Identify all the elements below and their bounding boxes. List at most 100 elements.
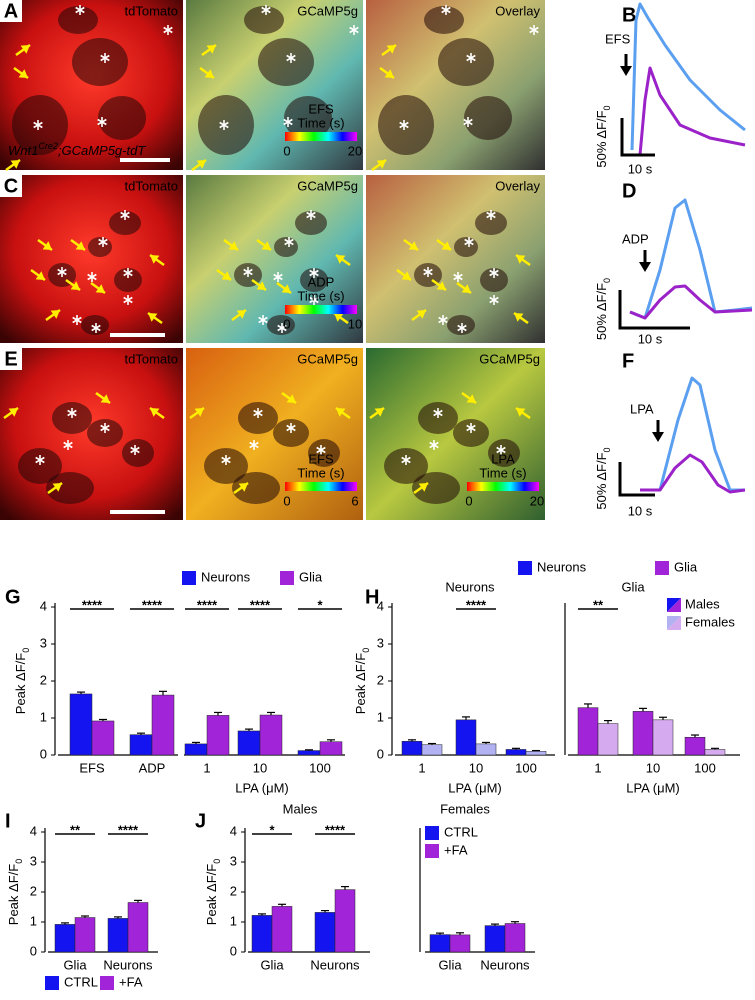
arrow-head bbox=[418, 483, 428, 492]
significance: **** bbox=[466, 597, 487, 612]
panel-letter: A bbox=[4, 0, 18, 22]
arrow-head bbox=[18, 69, 28, 78]
chart-title: Neurons bbox=[445, 579, 495, 594]
stimulus-label: EFS bbox=[308, 101, 334, 116]
bar bbox=[259, 714, 283, 756]
bar bbox=[429, 934, 451, 953]
arrow-head bbox=[52, 483, 62, 492]
x-scale-label: 10 s bbox=[628, 161, 653, 176]
trace bbox=[638, 66, 746, 156]
chart-title: Glia bbox=[621, 579, 645, 594]
stimulus-label: EFS bbox=[605, 31, 631, 46]
arrow-head bbox=[461, 284, 471, 293]
asterisk-stroke bbox=[87, 273, 97, 281]
cell-body bbox=[198, 95, 254, 155]
legend-label: +FA bbox=[444, 842, 468, 857]
colorbar-title: Time (s) bbox=[479, 465, 526, 480]
asterisk bbox=[489, 295, 499, 305]
asterisk bbox=[97, 117, 107, 127]
arrow-head bbox=[441, 241, 451, 250]
y-axis-label: Peak ΔF/F0 bbox=[6, 859, 24, 925]
arrow-head bbox=[384, 69, 394, 78]
arrow-head bbox=[408, 241, 418, 250]
cell-body bbox=[114, 268, 142, 292]
text-part: Wnt1 bbox=[8, 143, 38, 158]
asterisk-stroke bbox=[401, 456, 411, 464]
asterisk-stroke bbox=[120, 211, 130, 219]
text-part: ;GCaMP5g-tdT bbox=[58, 143, 146, 158]
y-tick-label: 1 bbox=[30, 913, 37, 928]
asterisk-stroke bbox=[464, 238, 474, 246]
asterisk bbox=[349, 25, 359, 35]
legend-swatch bbox=[667, 598, 681, 612]
y-tick-label: 2 bbox=[230, 883, 237, 898]
panel-letter: D bbox=[622, 180, 636, 202]
text-part: 50% ΔF/F bbox=[594, 110, 609, 167]
bar bbox=[475, 743, 497, 756]
arrow-head bbox=[204, 69, 214, 78]
text-part: 0 bbox=[602, 447, 612, 452]
colorbar-min: 0 bbox=[283, 143, 290, 158]
asterisk bbox=[286, 53, 296, 63]
channel-label: tdTomato bbox=[125, 351, 178, 366]
asterisk-stroke bbox=[433, 409, 443, 417]
y-tick-label: 4 bbox=[30, 823, 37, 838]
y-tick-label: 2 bbox=[377, 672, 384, 687]
text-part: 0 bbox=[14, 859, 24, 864]
cell-body bbox=[88, 237, 112, 257]
stimulus-label: ADP bbox=[622, 231, 649, 246]
arrow-head bbox=[238, 483, 248, 492]
x-tick-label: Glia bbox=[63, 957, 87, 972]
asterisk-stroke bbox=[221, 456, 231, 464]
asterisk-stroke bbox=[163, 26, 173, 34]
cell-body bbox=[438, 38, 494, 86]
asterisk bbox=[273, 272, 283, 282]
scale-bars bbox=[618, 462, 655, 497]
x-axis-label: LPA (μM) bbox=[626, 780, 679, 795]
panel-letter-box bbox=[0, 348, 22, 370]
asterisk bbox=[100, 53, 110, 63]
asterisk bbox=[401, 455, 411, 465]
micrograph bbox=[186, 175, 363, 343]
bar bbox=[684, 736, 706, 756]
cell-body bbox=[244, 6, 284, 34]
asterisk bbox=[123, 295, 133, 305]
asterisk-stroke bbox=[33, 121, 43, 129]
arrow-head bbox=[401, 271, 411, 280]
asterisk-stroke bbox=[98, 238, 108, 246]
text-part: Peak ΔF/F bbox=[353, 653, 368, 714]
cell-body bbox=[378, 95, 434, 155]
asterisk-stroke bbox=[249, 441, 259, 449]
bar bbox=[237, 730, 261, 756]
scale-bar bbox=[110, 510, 165, 514]
y-scale-label: 50% ΔF/F0 bbox=[594, 105, 612, 167]
cell-body bbox=[98, 96, 146, 140]
asterisk-stroke bbox=[309, 269, 319, 277]
cell-body bbox=[447, 315, 475, 335]
cell-body bbox=[488, 439, 520, 467]
asterisk bbox=[261, 5, 271, 15]
bar bbox=[297, 750, 321, 756]
arrow-head bbox=[286, 394, 296, 403]
asterisk bbox=[57, 267, 67, 277]
x-tick-label: 10 bbox=[646, 760, 660, 775]
bar bbox=[577, 707, 599, 756]
asterisk bbox=[466, 53, 476, 63]
arrow-head bbox=[50, 310, 60, 319]
asterisk bbox=[100, 423, 110, 433]
significance: **** bbox=[197, 597, 218, 612]
asterisk bbox=[33, 120, 43, 130]
asterisk-stroke bbox=[72, 316, 82, 324]
cell-body bbox=[384, 448, 428, 484]
arrow-head bbox=[150, 408, 160, 417]
asterisk-stroke bbox=[283, 118, 293, 126]
asterisk-stroke bbox=[123, 269, 133, 277]
asterisk-stroke bbox=[441, 6, 451, 14]
colorbar-min: 0 bbox=[283, 316, 290, 331]
asterisk bbox=[283, 117, 293, 127]
text-part: Peak ΔF/F bbox=[204, 864, 219, 925]
legend-label: CTRL bbox=[444, 824, 478, 839]
asterisk-stroke bbox=[63, 441, 73, 449]
channel-label: GCaMP5g bbox=[297, 351, 358, 366]
asterisk bbox=[120, 210, 130, 220]
